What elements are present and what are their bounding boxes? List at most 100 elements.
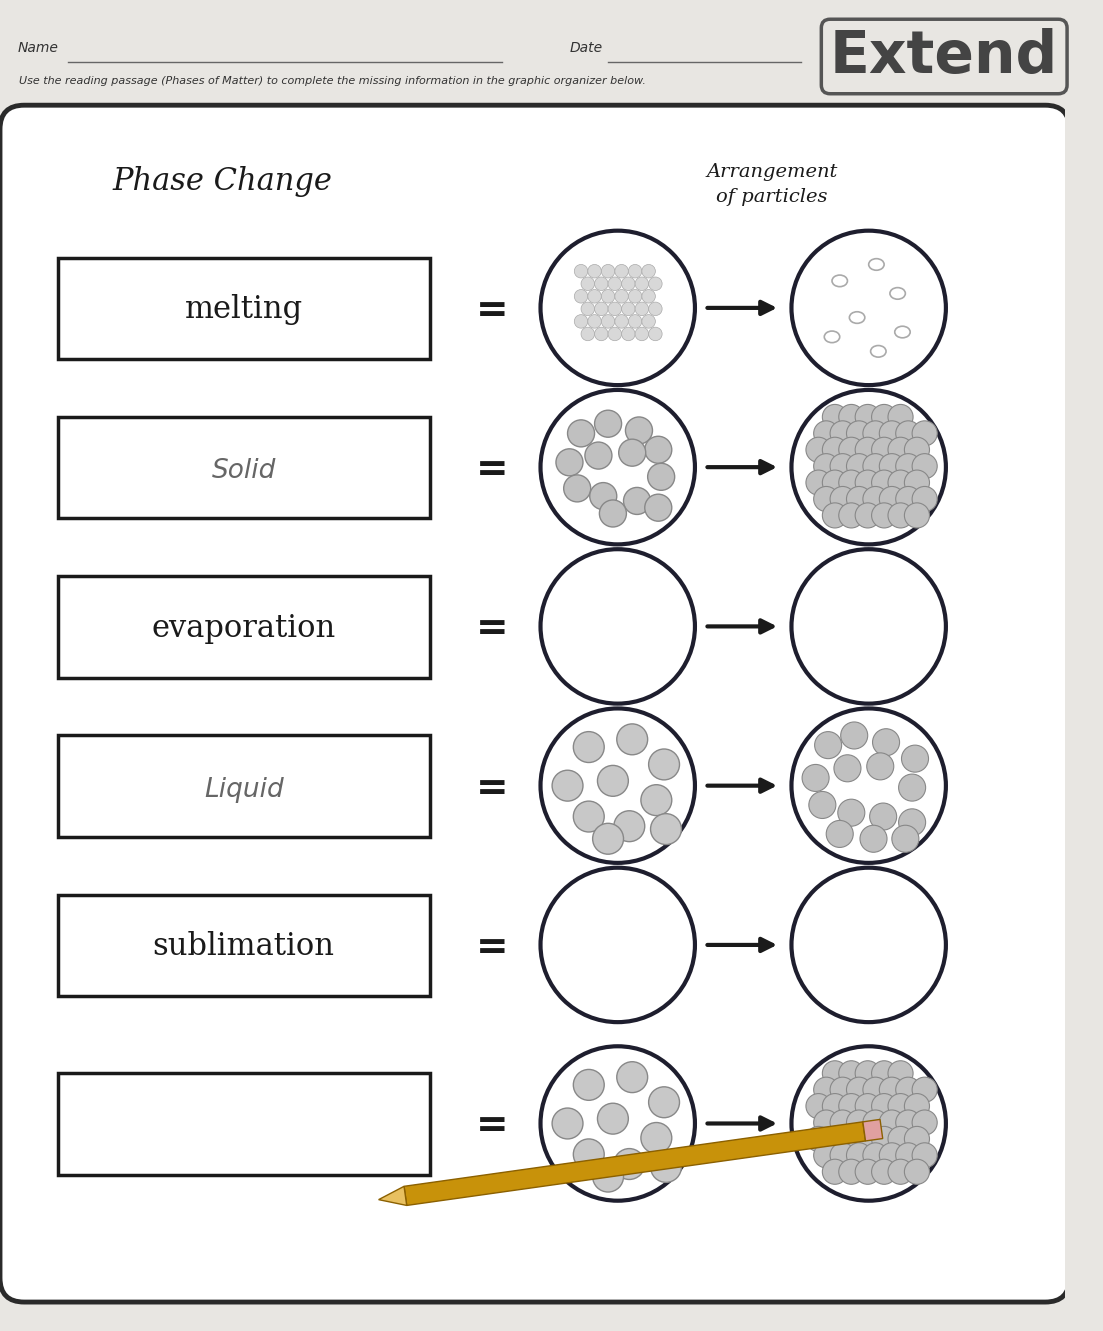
Circle shape	[556, 449, 583, 476]
Circle shape	[575, 265, 588, 278]
Circle shape	[846, 1077, 871, 1102]
Circle shape	[871, 1061, 897, 1086]
Circle shape	[617, 1062, 647, 1093]
Circle shape	[888, 1159, 913, 1185]
Circle shape	[792, 550, 946, 704]
Circle shape	[896, 1143, 921, 1167]
Circle shape	[598, 765, 629, 796]
Text: Date: Date	[569, 40, 602, 55]
Circle shape	[846, 486, 871, 511]
Text: Solid: Solid	[212, 458, 276, 484]
Circle shape	[871, 1126, 897, 1151]
Circle shape	[814, 1077, 838, 1102]
Circle shape	[585, 442, 612, 469]
Circle shape	[595, 302, 608, 315]
Circle shape	[888, 1094, 913, 1118]
Circle shape	[846, 1143, 871, 1167]
Circle shape	[792, 708, 946, 862]
Circle shape	[598, 1103, 629, 1134]
Circle shape	[622, 302, 635, 315]
Circle shape	[806, 437, 831, 462]
Circle shape	[855, 437, 880, 462]
Text: Extend: Extend	[831, 28, 1058, 85]
Circle shape	[831, 1143, 855, 1167]
Circle shape	[651, 1151, 682, 1182]
Circle shape	[808, 792, 836, 819]
Circle shape	[581, 277, 595, 290]
Circle shape	[896, 486, 921, 511]
Circle shape	[879, 486, 904, 511]
Circle shape	[588, 290, 601, 303]
Circle shape	[540, 868, 695, 1022]
Circle shape	[888, 470, 913, 495]
Circle shape	[879, 421, 904, 446]
Circle shape	[896, 454, 921, 479]
Circle shape	[649, 1087, 679, 1118]
Circle shape	[855, 1061, 880, 1086]
Circle shape	[592, 1161, 623, 1193]
Circle shape	[834, 755, 861, 781]
Circle shape	[574, 1139, 604, 1170]
Circle shape	[823, 1094, 847, 1118]
Circle shape	[863, 486, 888, 511]
Circle shape	[879, 454, 904, 479]
Circle shape	[846, 454, 871, 479]
Circle shape	[855, 1159, 880, 1185]
Circle shape	[838, 405, 864, 430]
Circle shape	[840, 721, 868, 749]
Circle shape	[896, 1110, 921, 1135]
Circle shape	[846, 421, 871, 446]
Circle shape	[814, 486, 838, 511]
Circle shape	[855, 470, 880, 495]
Circle shape	[831, 421, 855, 446]
Circle shape	[896, 1077, 921, 1102]
Circle shape	[575, 314, 588, 329]
Circle shape	[823, 1126, 847, 1151]
Circle shape	[904, 503, 930, 528]
Circle shape	[904, 1094, 930, 1118]
Circle shape	[838, 1126, 864, 1151]
Circle shape	[581, 327, 595, 341]
Circle shape	[792, 230, 946, 385]
Circle shape	[904, 437, 930, 462]
Circle shape	[614, 811, 645, 841]
Circle shape	[622, 327, 635, 341]
Circle shape	[601, 265, 614, 278]
Circle shape	[912, 1143, 938, 1167]
Circle shape	[595, 410, 622, 437]
Circle shape	[642, 314, 655, 329]
FancyBboxPatch shape	[58, 894, 429, 996]
Circle shape	[802, 764, 829, 792]
Circle shape	[831, 486, 855, 511]
Circle shape	[540, 230, 695, 385]
Circle shape	[623, 487, 651, 515]
Circle shape	[574, 732, 604, 763]
Text: Phase Change: Phase Change	[113, 166, 332, 197]
Circle shape	[871, 437, 897, 462]
Circle shape	[574, 1069, 604, 1101]
Circle shape	[635, 302, 649, 315]
Circle shape	[608, 302, 622, 315]
Circle shape	[863, 1143, 888, 1167]
Text: =: =	[475, 1107, 508, 1146]
Circle shape	[823, 1159, 847, 1185]
Circle shape	[806, 1094, 831, 1118]
Circle shape	[871, 405, 897, 430]
Circle shape	[888, 1126, 913, 1151]
Circle shape	[647, 463, 675, 490]
Circle shape	[888, 1061, 913, 1086]
Text: Arrangement
of particles: Arrangement of particles	[707, 164, 838, 206]
Circle shape	[867, 753, 893, 780]
Text: =: =	[475, 611, 508, 648]
Circle shape	[871, 470, 897, 495]
Circle shape	[838, 1094, 864, 1118]
Circle shape	[899, 809, 925, 836]
Polygon shape	[378, 1186, 407, 1206]
Circle shape	[595, 277, 608, 290]
Circle shape	[904, 1159, 930, 1185]
Circle shape	[871, 503, 897, 528]
Circle shape	[619, 439, 645, 466]
Circle shape	[625, 417, 653, 445]
FancyBboxPatch shape	[58, 417, 429, 518]
Circle shape	[635, 327, 649, 341]
